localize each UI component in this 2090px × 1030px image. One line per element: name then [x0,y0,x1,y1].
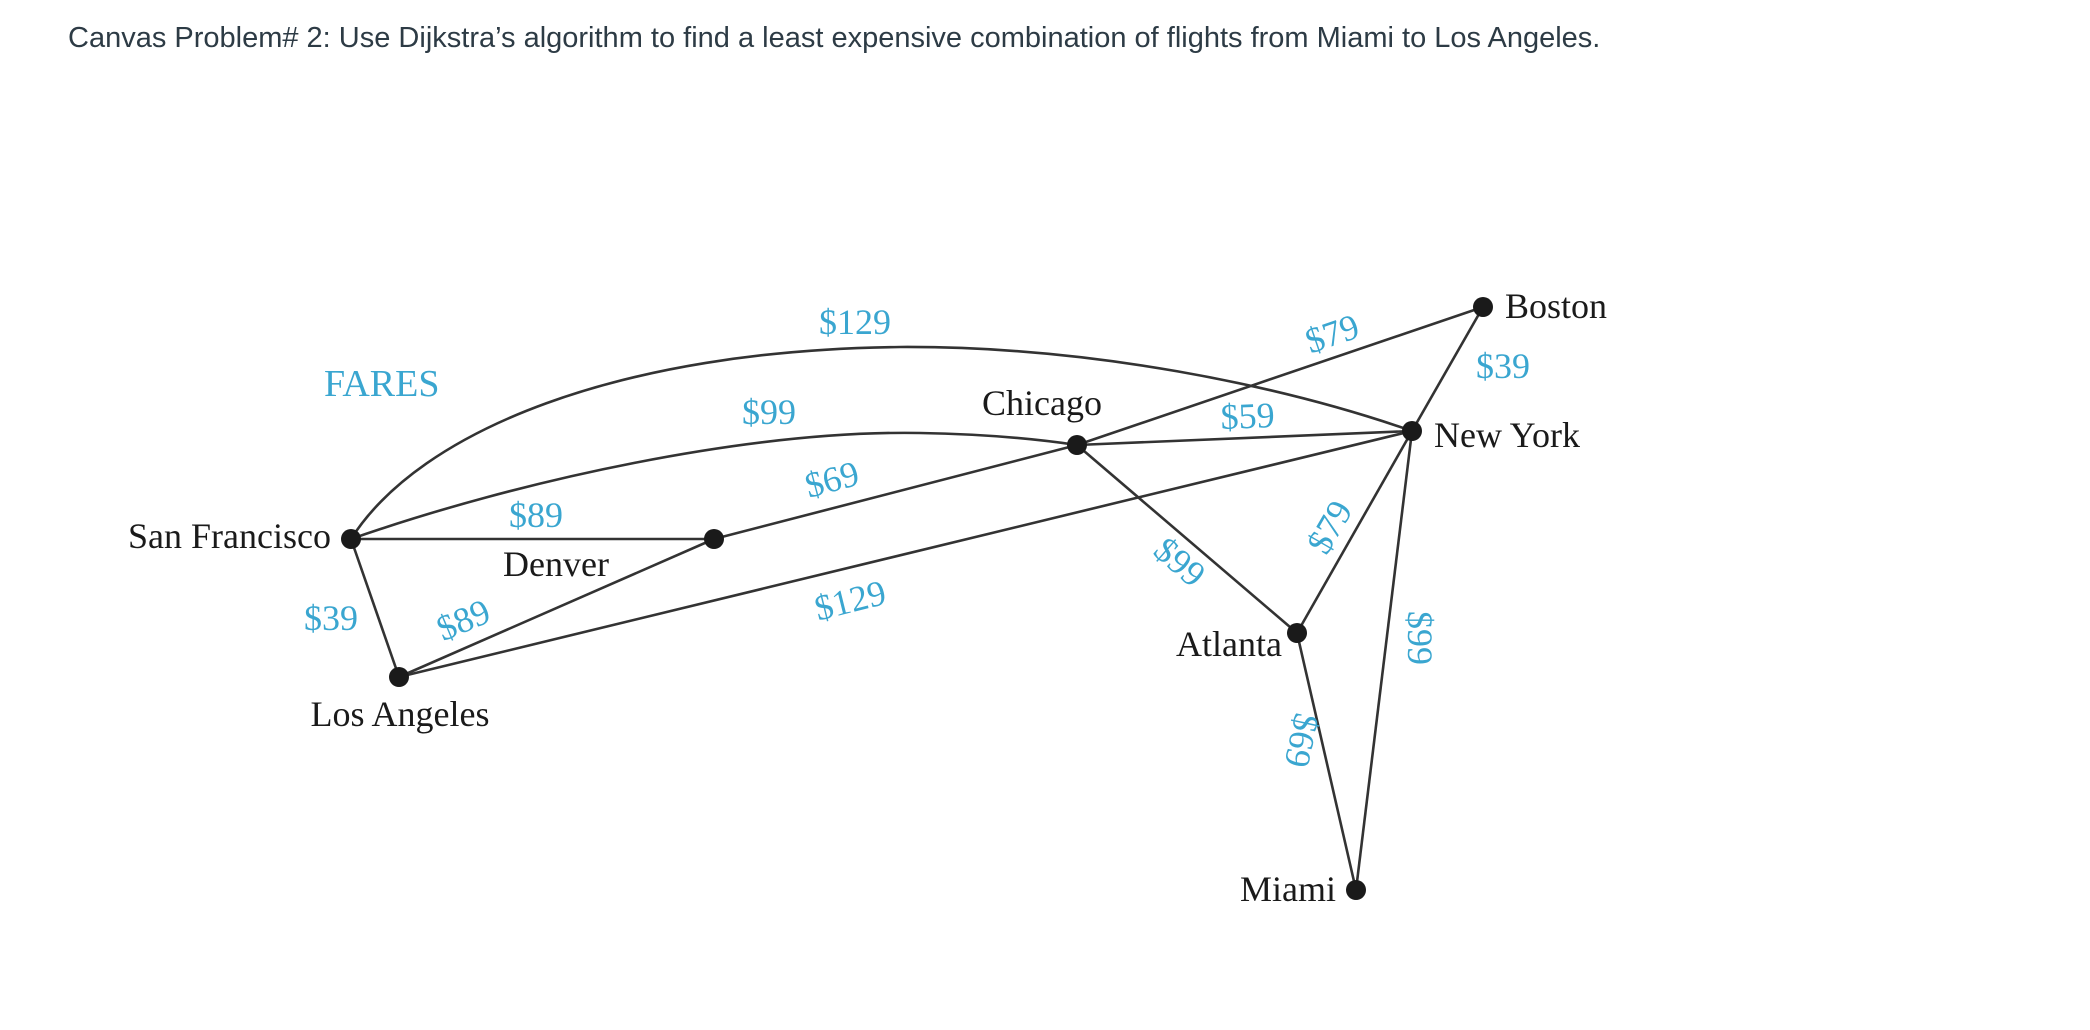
city-label-los-angeles: Los Angeles [311,694,490,734]
fare-newyork-atlanta: $79 [1299,494,1361,561]
route-chicago-newyork [1076,429,1413,447]
city-nodes [341,297,1493,900]
node-miami [1346,880,1366,900]
node-new-york [1402,421,1422,441]
route-boston-newyork [1410,306,1485,432]
node-boston [1473,297,1493,317]
fare-newyork-miami: $99 [1400,611,1440,665]
node-los-angeles [389,667,409,687]
city-label-denver: Denver [503,544,609,584]
route-chicago-boston [1076,305,1484,447]
route-newyork-atlanta [1295,430,1414,634]
city-label-san-francisco: San Francisco [128,516,331,556]
city-labels: San Francisco Los Angeles Denver Chicago… [128,286,1607,909]
fare-denver-chicago: $69 [801,453,864,506]
city-label-miami: Miami [1240,869,1336,909]
node-chicago [1067,435,1087,455]
city-label-boston: Boston [1505,286,1607,326]
flight-routes [349,305,1485,891]
route-newyork-miami [1354,430,1414,891]
route-atlanta-miami [1295,632,1358,891]
node-atlanta [1287,623,1307,643]
problem-statement: Canvas Problem# 2: Use Dijkstra’s algori… [68,22,1601,54]
fare-chicago-newyork: $59 [1220,395,1275,437]
fare-boston-newyork: $39 [1476,346,1530,386]
fare-labels: $129 $99 $89 $39 $89 $69 $129 $79 $59 $9… [304,302,1530,771]
fare-chicago-atlanta: $99 [1146,529,1213,595]
node-san-francisco [341,529,361,549]
route-sf-losangeles [349,538,401,678]
fare-sf-chicago: $99 [742,392,796,432]
city-label-chicago: Chicago [982,383,1102,423]
route-chicago-atlanta [1076,444,1298,634]
route-sf-newyork-top [349,345,1413,540]
route-losangeles-newyork [398,429,1413,679]
route-losangeles-denver [398,537,715,679]
route-sf-chicago [350,431,1078,541]
fare-sf-newyork-top: $129 [819,302,891,342]
city-label-new-york: New York [1434,415,1580,455]
city-label-atlanta: Atlanta [1176,624,1282,664]
fares-title: FARES [324,363,439,405]
fare-sf-denver: $89 [509,495,563,535]
fare-sf-losangeles: $39 [304,598,358,638]
route-denver-chicago [713,443,1078,541]
fare-atlanta-miami: $69 [1277,710,1327,771]
fare-losangeles-newyork: $129 [810,572,890,628]
fare-chicago-boston: $79 [1300,306,1364,361]
node-denver [704,529,724,549]
